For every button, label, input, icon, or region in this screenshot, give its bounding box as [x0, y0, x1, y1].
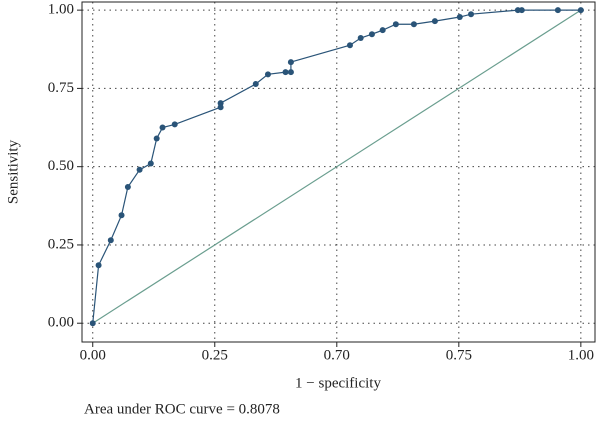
data-point [554, 7, 561, 14]
data-point [431, 18, 438, 25]
y-axis-label: Sensitivity [5, 139, 21, 204]
y-tick-label: 1.00 [48, 2, 74, 18]
data-point [287, 69, 294, 76]
data-point [282, 69, 289, 76]
y-tick-label: 0.50 [48, 158, 74, 174]
data-point [392, 21, 399, 28]
data-point [410, 21, 417, 28]
data-point [171, 121, 178, 128]
x-tick-label: 0.25 [202, 347, 228, 363]
y-tick-label: 0.25 [48, 236, 74, 252]
data-point [368, 31, 375, 38]
y-tick-label: 0.00 [48, 315, 74, 331]
data-point [124, 184, 131, 191]
x-tick-label: 0.00 [80, 347, 106, 363]
annotation: Area under ROC curve = 0.8078 [84, 401, 280, 417]
data-point [346, 42, 353, 49]
data-point [577, 7, 584, 14]
data-point [456, 14, 463, 21]
data-point [136, 166, 143, 173]
plot-frame [81, 1, 596, 343]
data-point [107, 237, 114, 244]
series-line [92, 9, 582, 324]
data-point [468, 11, 475, 18]
data-point [379, 27, 386, 34]
data-point [518, 7, 525, 14]
data-point [357, 35, 364, 42]
x-tick-label: 1.00 [568, 347, 594, 363]
data-point [153, 135, 160, 142]
x-tick-label: 0.75 [446, 347, 472, 363]
x-axis-label: 1 − specificity [295, 375, 381, 391]
data-point [147, 160, 154, 167]
data-point [95, 262, 102, 269]
data-point [252, 81, 259, 88]
data-point [217, 100, 224, 107]
data-point [287, 59, 294, 66]
y-tick-label: 0.75 [48, 80, 74, 96]
data-point [264, 71, 271, 78]
data-point [89, 320, 96, 327]
data-point [159, 124, 166, 131]
x-tick-label: 0.70 [324, 347, 350, 363]
data-point [118, 212, 125, 219]
